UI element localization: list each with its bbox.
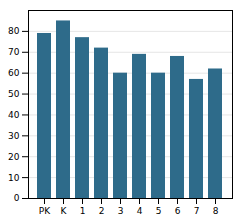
svg-text:30: 30 [8,131,20,141]
svg-text:3: 3 [118,206,124,216]
svg-text:4: 4 [137,206,143,216]
svg-text:10: 10 [8,172,20,182]
svg-text:80: 80 [8,26,20,36]
svg-text:40: 40 [8,110,20,120]
svg-text:7: 7 [194,206,200,216]
svg-text:50: 50 [8,89,20,99]
svg-text:70: 70 [8,47,20,57]
svg-text:PK: PK [39,206,51,216]
svg-text:6: 6 [175,206,181,216]
svg-text:2: 2 [99,206,105,216]
svg-text:60: 60 [8,68,20,78]
svg-text:5: 5 [156,206,162,216]
svg-text:K: K [61,206,68,216]
svg-text:1: 1 [80,206,86,216]
svg-text:8: 8 [213,206,219,216]
svg-text:0: 0 [14,193,20,203]
svg-text:20: 20 [8,152,20,162]
